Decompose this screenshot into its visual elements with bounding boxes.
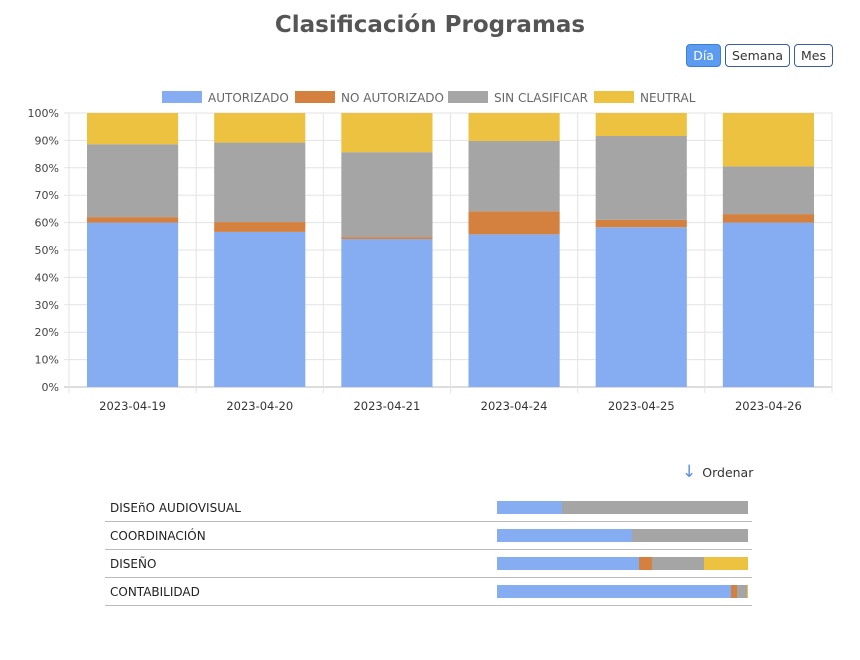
legend-swatch <box>448 91 488 103</box>
department-row[interactable]: DISEÑO <box>105 550 752 578</box>
department-row[interactable]: CONTABILIDAD <box>105 578 752 606</box>
department-list: DISEñO AUDIOVISUAL COORDINACIÓN DISEÑO CONT… <box>105 494 752 606</box>
bar-segment-autorizado <box>497 557 639 570</box>
bar-segment-autorizado[interactable] <box>595 227 687 387</box>
bar-segment-no-autorizado[interactable] <box>87 217 179 223</box>
bar-segment-sin-clasificar[interactable] <box>214 142 306 223</box>
bar-segment-no-autorizado[interactable] <box>722 214 814 223</box>
department-name: CONTABILIDAD <box>110 584 200 599</box>
bar-segment-autorizado <box>497 585 732 598</box>
bar-segment-neutral[interactable] <box>595 113 687 137</box>
x-tick-label: 2023-04-20 <box>226 399 293 413</box>
y-tick-label: 40% <box>35 271 59 284</box>
bar-segment-autorizado[interactable] <box>87 222 179 387</box>
bar-segment-autorizado[interactable] <box>722 222 814 387</box>
x-tick-label: 2023-04-24 <box>481 399 548 413</box>
y-tick-label: 10% <box>35 354 59 367</box>
department-bar <box>497 501 748 514</box>
y-tick-label: 20% <box>35 326 59 339</box>
bar-segment-autorizado <box>497 529 632 542</box>
department-bar <box>497 557 748 570</box>
stacked-bar-chart: 0% 10% 20% 30% 40% 50% 60% 70% 80% 90% 100% 2023-04… <box>28 91 833 413</box>
x-tick-label: 2023-04-19 <box>99 399 166 413</box>
bar-segment-autorizado <box>497 501 563 514</box>
bar-segment-no-autorizado <box>731 585 738 598</box>
legend-label[interactable]: SIN CLASIFICAR <box>494 91 588 105</box>
bar-segment-sin-clasificar <box>562 501 748 514</box>
bar-segment-neutral[interactable] <box>214 113 306 143</box>
bar-segment-sin-clasificar[interactable] <box>722 166 814 215</box>
department-row[interactable]: DISEñO AUDIOVISUAL <box>105 494 752 522</box>
day-button[interactable]: Día <box>686 44 721 67</box>
legend-swatch <box>594 91 634 103</box>
bar-segment-no-autorizado <box>638 557 652 570</box>
bar-segment-sin-clasificar <box>737 585 747 598</box>
legend-label[interactable]: NO AUTORIZADO <box>341 91 444 105</box>
page-title: Clasificación Programas <box>274 12 586 38</box>
bar-segment-autorizado[interactable] <box>468 234 560 387</box>
legend-swatch <box>162 91 202 103</box>
bar-segment-autorizado[interactable] <box>214 231 306 387</box>
legend-swatch <box>295 91 335 103</box>
department-name: DISEÑO <box>110 556 157 571</box>
period-selector: Día Semana Mes <box>686 44 833 67</box>
x-tick-label: 2023-04-25 <box>608 399 675 413</box>
bar-segment-sin-clasificar[interactable] <box>595 136 687 220</box>
y-tick-label: 70% <box>35 189 59 202</box>
bar-segment-neutral[interactable] <box>722 113 814 167</box>
bar-segment-neutral[interactable] <box>341 113 433 153</box>
bar-segment-sin-clasificar <box>631 529 748 542</box>
month-button[interactable]: Mes <box>794 44 833 67</box>
bar-segment-neutral[interactable] <box>87 113 179 145</box>
y-tick-label: 80% <box>35 162 59 175</box>
department-bar <box>497 529 748 542</box>
department-bar <box>497 585 748 598</box>
department-row[interactable]: COORDINACIÓN <box>105 522 752 550</box>
sort-label: Ordenar <box>702 464 754 480</box>
bar-segment-sin-clasificar <box>651 557 704 570</box>
department-name: DISEñO AUDIOVISUAL <box>110 500 241 515</box>
legend-label[interactable]: NEUTRAL <box>640 91 696 105</box>
x-tick-label: 2023-04-21 <box>353 399 420 413</box>
bar-segment-sin-clasificar[interactable] <box>87 144 179 218</box>
week-button[interactable]: Semana <box>724 44 790 67</box>
bar-segment-no-autorizado[interactable] <box>468 211 560 235</box>
y-tick-label: 50% <box>35 244 59 257</box>
y-tick-label: 60% <box>35 217 59 230</box>
arrow-down-icon: ↓ <box>682 462 697 482</box>
bar-segment-sin-clasificar[interactable] <box>341 152 433 238</box>
legend-label[interactable]: AUTORIZADO <box>208 91 289 105</box>
bar-segment-sin-clasificar[interactable] <box>468 140 560 212</box>
bar-segment-neutral <box>703 557 748 570</box>
x-tick-label: 2023-04-26 <box>735 399 802 413</box>
y-tick-label: 100% <box>28 107 59 120</box>
bar-segment-neutral <box>746 585 748 598</box>
y-tick-label: 90% <box>35 134 59 147</box>
bar-segment-autorizado[interactable] <box>341 239 433 387</box>
y-tick-label: 0% <box>42 381 59 394</box>
y-tick-label: 30% <box>35 299 59 312</box>
department-name: COORDINACIÓN <box>110 528 206 543</box>
bar-segment-no-autorizado[interactable] <box>214 222 306 232</box>
bar-segment-neutral[interactable] <box>468 113 560 141</box>
sort-button[interactable]: ↓ Ordenar <box>682 462 753 482</box>
bar-segment-no-autorizado[interactable] <box>341 237 433 240</box>
bar-segment-no-autorizado[interactable] <box>595 219 687 228</box>
